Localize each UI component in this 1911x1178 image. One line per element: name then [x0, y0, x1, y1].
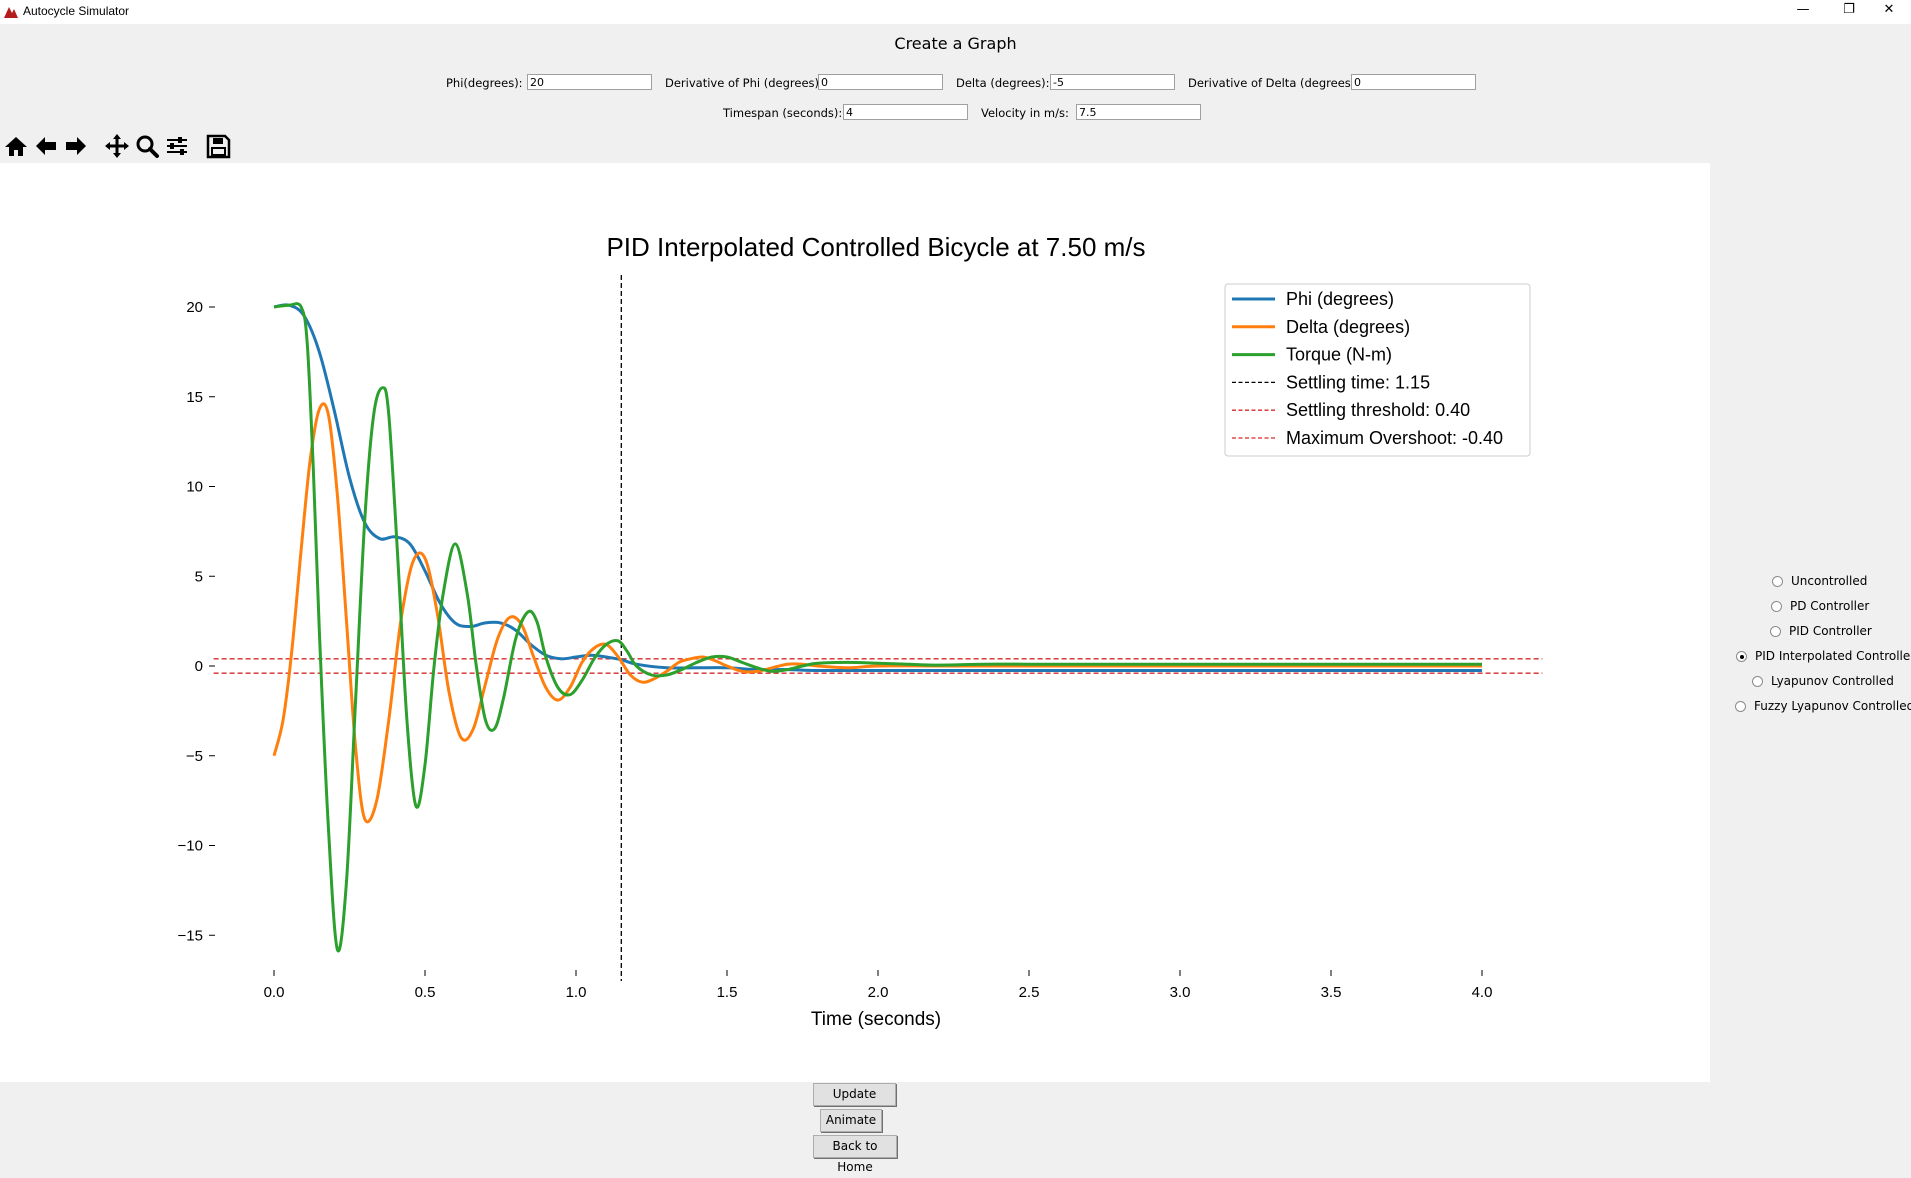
y-tick-label: 0: [195, 658, 203, 675]
radio-circle-icon[interactable]: [1771, 601, 1782, 612]
radio-label: Lyapunov Controlled: [1771, 674, 1894, 688]
radio-pid-interpolated-controlled[interactable]: PID Interpolated Controlled: [1736, 649, 1911, 663]
back-arrow-icon: [36, 137, 56, 155]
velocity-input[interactable]: [1076, 104, 1201, 120]
radio-circle-icon[interactable]: [1735, 701, 1746, 712]
y-tick-label: 5: [195, 568, 203, 585]
y-tick-label: 20: [186, 299, 203, 316]
zoom-icon: [136, 135, 159, 158]
radio-label: PID Controller: [1789, 624, 1872, 638]
radio-circle-icon[interactable]: [1736, 651, 1747, 662]
y-tick-label: −5: [186, 748, 203, 765]
radio-label: PD Controller: [1790, 599, 1870, 613]
home-button[interactable]: [2, 131, 30, 161]
forward-arrow-icon: [66, 137, 86, 155]
radio-pd-controller[interactable]: PD Controller: [1771, 599, 1869, 613]
velocity-label: Velocity in m/s:: [981, 106, 1069, 120]
radio-circle-icon[interactable]: [1752, 676, 1763, 687]
y-tick-label: −10: [178, 838, 203, 855]
legend-box: [1224, 283, 1531, 457]
configure-icon: [167, 137, 187, 155]
legend-label: Settling threshold: 0.40: [1286, 400, 1470, 420]
radio-fuzzy-lyapunov-controlled[interactable]: Fuzzy Lyapunov Controlled: [1735, 699, 1911, 713]
radio-lyapunov-controlled[interactable]: Lyapunov Controlled: [1752, 674, 1894, 688]
pan-button[interactable]: [103, 131, 131, 161]
back-button[interactable]: [32, 131, 60, 161]
y-tick-label: −15: [178, 927, 203, 944]
home-icon: [5, 137, 27, 156]
radio-circle-icon[interactable]: [1772, 576, 1783, 587]
ddelta-input[interactable]: [1351, 74, 1476, 90]
y-tick-label: 10: [186, 479, 203, 496]
x-tick-label: 4.0: [1472, 984, 1493, 1001]
delta-label: Delta (degrees):: [956, 76, 1050, 90]
page-title: Create a Graph: [894, 34, 1017, 53]
plot-canvas[interactable]: PID Interpolated Controlled Bicycle at 7…: [0, 163, 1710, 1082]
title-bar: Autocycle Simulator — ❐ ✕: [0, 0, 1911, 24]
x-tick-label: 0.5: [415, 984, 436, 1001]
x-tick-label: 1.0: [566, 984, 587, 1001]
save-icon: [206, 134, 231, 159]
y-tick-label: 15: [186, 389, 203, 406]
radio-pid-controller[interactable]: PID Controller: [1770, 624, 1872, 638]
dphi-input[interactable]: [818, 74, 943, 90]
phi-input[interactable]: [527, 74, 652, 90]
radio-circle-icon[interactable]: [1770, 626, 1781, 637]
legend-label: Maximum Overshoot: -0.40: [1286, 428, 1503, 448]
back-to-home-button[interactable]: Back to Home: [813, 1135, 897, 1174]
save-button[interactable]: [204, 131, 232, 161]
zoom-button[interactable]: [133, 131, 161, 161]
x-tick-label: 3.0: [1170, 984, 1191, 1001]
phi-label: Phi(degrees):: [446, 76, 523, 90]
minimize-button[interactable]: —: [1796, 2, 1810, 17]
radio-label: PID Interpolated Controlled: [1755, 649, 1911, 663]
configure-button[interactable]: [163, 131, 191, 161]
dphi-label: Derivative of Phi (degrees):: [665, 76, 823, 90]
update-graph-button[interactable]: Update Graph: [813, 1083, 896, 1122]
chart-title: PID Interpolated Controlled Bicycle at 7…: [606, 232, 1145, 262]
delta-line: [272, 402, 1482, 824]
legend-label: Torque (N-m): [1286, 345, 1392, 365]
radio-label: Uncontrolled: [1791, 574, 1868, 588]
x-tick-label: 3.5: [1321, 984, 1342, 1001]
animate-button[interactable]: Animate: [820, 1109, 882, 1132]
forward-button[interactable]: [62, 131, 90, 161]
ddelta-label: Derivative of Delta (degrees):: [1188, 76, 1360, 90]
radio-uncontrolled[interactable]: Uncontrolled: [1772, 574, 1867, 588]
x-tick-label: 2.0: [868, 984, 889, 1001]
legend-label: Delta (degrees): [1286, 317, 1410, 337]
x-tick-label: 2.5: [1019, 984, 1040, 1001]
timespan-input[interactable]: [843, 104, 968, 120]
radio-label: Fuzzy Lyapunov Controlled: [1754, 699, 1911, 713]
pan-icon: [105, 134, 129, 158]
legend-label: Phi (degrees): [1286, 289, 1394, 309]
legend-label: Settling time: 1.15: [1286, 372, 1430, 392]
phi-line: [273, 303, 1482, 673]
window-title: Autocycle Simulator: [23, 4, 130, 18]
delta-input[interactable]: [1050, 74, 1175, 90]
app-icon: [4, 7, 18, 18]
x-tick-label: 0.0: [264, 984, 285, 1001]
timespan-label: Timespan (seconds):: [723, 106, 843, 120]
x-axis-label: Time (seconds): [811, 1009, 941, 1030]
chart: PID Interpolated Controlled Bicycle at 7…: [178, 232, 1543, 1030]
restore-button[interactable]: ❐: [1843, 2, 1855, 17]
torque-line: [273, 302, 1482, 953]
x-tick-label: 1.5: [717, 984, 738, 1001]
close-button[interactable]: ✕: [1883, 2, 1895, 17]
